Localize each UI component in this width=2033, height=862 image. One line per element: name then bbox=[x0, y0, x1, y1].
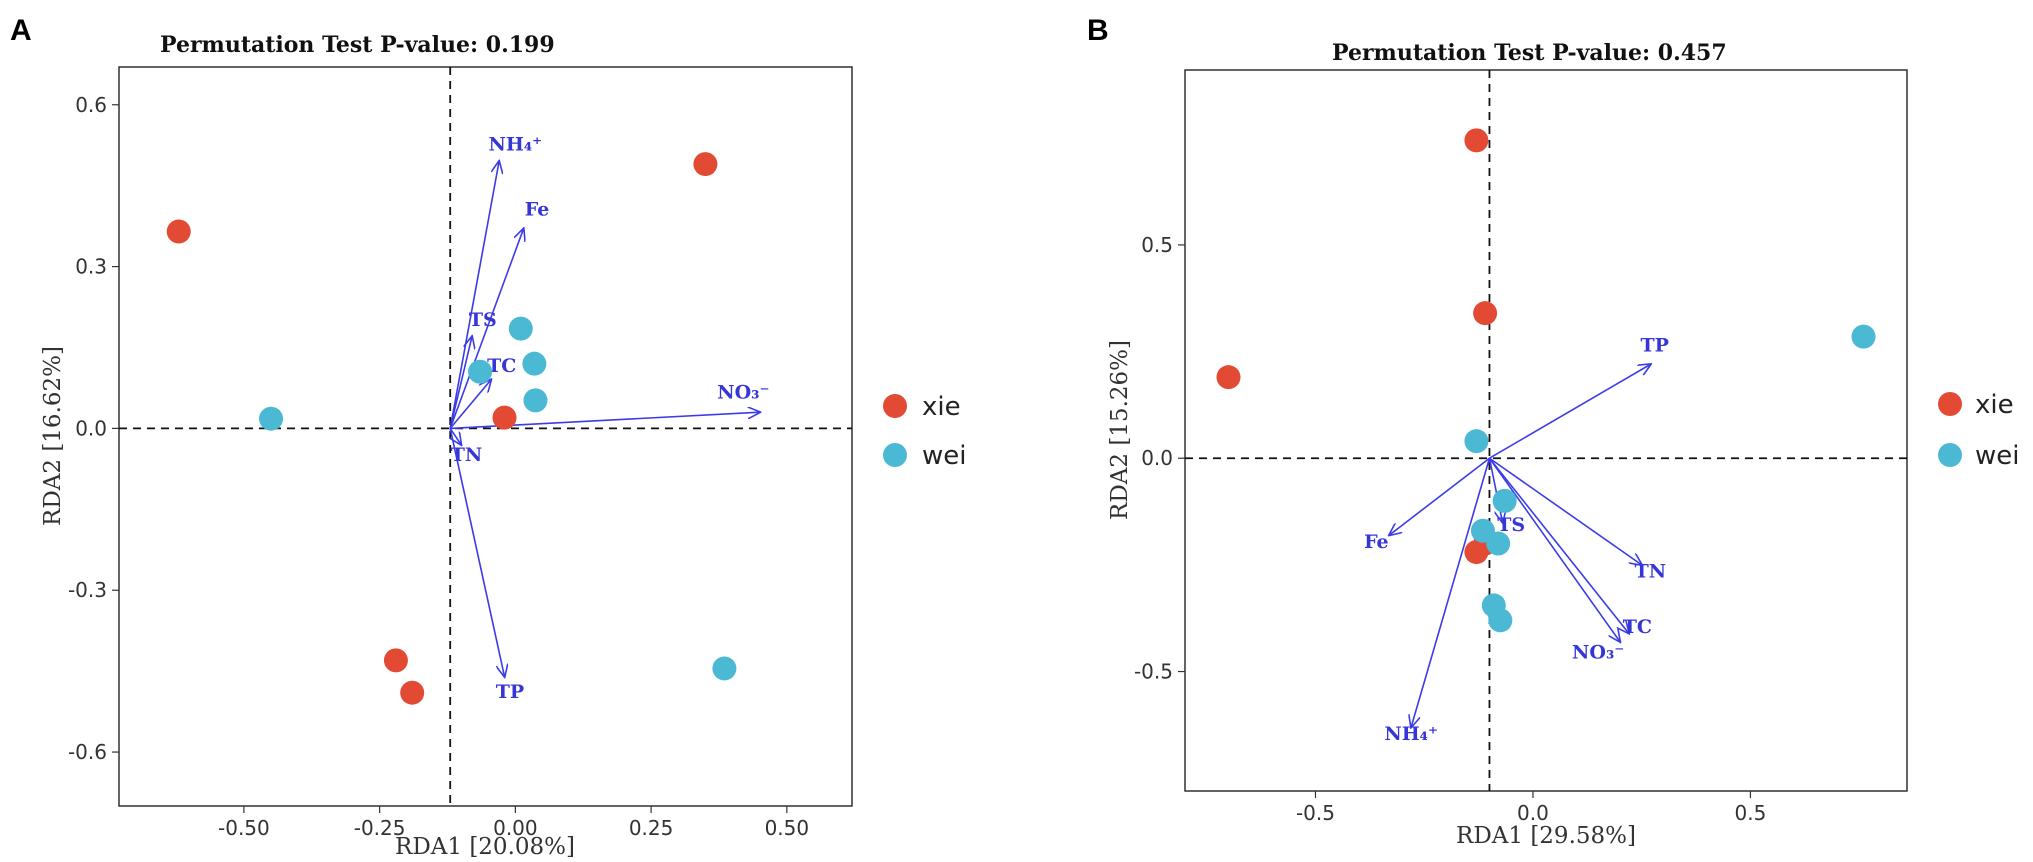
b-arrow-label: NO₃⁻ bbox=[1572, 642, 1624, 664]
b-xtick-label: -0.5 bbox=[1296, 801, 1335, 825]
a-arrow-label: TN bbox=[451, 444, 483, 466]
a-point-xie bbox=[492, 405, 517, 430]
panel-b-axes: -0.5 0.0 0.5 0.5 0.0 -0.5 bbox=[1134, 70, 1907, 825]
a-arrow-Fe bbox=[449, 229, 523, 429]
b-arrow-label: TS bbox=[1497, 514, 1525, 536]
a-point-wei bbox=[508, 316, 533, 341]
legend-b-wei-swatch bbox=[1938, 443, 1962, 467]
a-ytick-label: -0.6 bbox=[68, 740, 107, 764]
b-ytick-label: -0.5 bbox=[1134, 660, 1173, 684]
panel-a-plot-frame bbox=[118, 66, 853, 807]
a-arrow-NH₄⁺ bbox=[449, 161, 499, 429]
panel-a-letter: A bbox=[10, 14, 32, 47]
b-point-wei bbox=[1851, 324, 1876, 349]
a-point-wei bbox=[712, 656, 737, 681]
legend-a-xie-swatch bbox=[883, 394, 907, 418]
a-ytick-label: -0.3 bbox=[68, 578, 107, 602]
a-xtick-label: 0.50 bbox=[765, 816, 810, 840]
b-point-xie bbox=[1464, 128, 1489, 153]
panel-a-points bbox=[166, 152, 737, 705]
panel-a: A Permutation Test P-value: 0.199 -0.50 -… bbox=[10, 14, 853, 860]
a-arrow-TC bbox=[449, 380, 491, 429]
a-point-wei bbox=[259, 406, 284, 431]
b-arrow-NO₃⁻ bbox=[1488, 457, 1619, 641]
panel-b-legend: xie wei bbox=[1938, 390, 2019, 471]
legend-a-wei-swatch bbox=[883, 443, 907, 467]
a-arrow-label: NO₃⁻ bbox=[717, 382, 769, 404]
panel-b-arrows: TP Fe TS TN TC NO₃⁻ NH₄⁺ bbox=[1364, 335, 1669, 745]
a-point-wei bbox=[522, 351, 547, 376]
b-xtick-label: 0.5 bbox=[1735, 801, 1767, 825]
panel-b-title: Permutation Test P-value: 0.457 bbox=[1332, 40, 1727, 66]
a-xtick-label: -0.50 bbox=[218, 816, 270, 840]
b-point-xie bbox=[1473, 301, 1498, 326]
a-xtick-label: 0.25 bbox=[629, 816, 674, 840]
b-arrow-TN bbox=[1488, 457, 1641, 565]
panel-a-ylabel: RDA2 [16.62%] bbox=[40, 346, 66, 526]
a-ytick-label: 0.6 bbox=[75, 93, 107, 117]
a-point-xie bbox=[166, 219, 191, 244]
legend-b-wei-label: wei bbox=[1975, 441, 2019, 471]
b-arrow-NH₄⁺ bbox=[1411, 458, 1491, 727]
a-point-xie bbox=[693, 152, 718, 177]
panel-a-title: Permutation Test P-value: 0.199 bbox=[160, 32, 555, 58]
b-arrow-TC bbox=[1488, 457, 1628, 633]
legend-b-xie-swatch bbox=[1938, 392, 1962, 416]
a-arrow-label: TP bbox=[496, 681, 524, 703]
panel-b-points bbox=[1216, 128, 1876, 633]
b-ytick-label: 0.0 bbox=[1141, 446, 1173, 470]
panel-b: B Permutation Test P-value: 0.457 -0.5 0.… bbox=[1087, 14, 1908, 849]
b-point-xie bbox=[1216, 365, 1241, 390]
a-arrow-TS bbox=[449, 337, 472, 429]
legend-b-xie-label: xie bbox=[1975, 390, 2014, 420]
b-arrow-label: TN bbox=[1635, 561, 1667, 583]
b-arrow-label: TP bbox=[1641, 335, 1669, 357]
a-point-wei bbox=[468, 359, 493, 384]
panel-b-letter: B bbox=[1087, 14, 1109, 47]
a-arrow-TN bbox=[450, 427, 461, 444]
b-ytick-label: 0.5 bbox=[1141, 233, 1173, 257]
b-point-wei bbox=[1492, 488, 1517, 513]
b-arrow-label: Fe bbox=[1364, 531, 1389, 553]
panel-a-xlabel: RDA1 [20.08%] bbox=[395, 834, 575, 860]
legend-a-xie-label: xie bbox=[922, 392, 961, 422]
a-arrow-label: Fe bbox=[525, 198, 550, 220]
panel-b-xlabel: RDA1 [29.58%] bbox=[1456, 823, 1636, 849]
a-arrow-label: NH₄⁺ bbox=[489, 134, 543, 156]
panel-b-plot-frame bbox=[1184, 69, 1908, 792]
b-arrow-Fe bbox=[1389, 457, 1490, 535]
b-arrow-TP bbox=[1489, 364, 1650, 459]
a-point-xie bbox=[400, 680, 425, 705]
panel-b-ylabel: RDA2 [15.26%] bbox=[1107, 340, 1133, 520]
a-ytick-label: 0.0 bbox=[75, 416, 107, 440]
b-point-wei bbox=[1486, 531, 1511, 556]
a-point-xie bbox=[383, 648, 408, 673]
panel-a-arrows: NH₄⁺ Fe TS TC NO₃⁻ TN TP bbox=[449, 134, 770, 703]
b-arrow-label: NH₄⁺ bbox=[1384, 723, 1438, 745]
b-point-wei bbox=[1488, 608, 1513, 633]
a-arrow-TP bbox=[449, 428, 504, 676]
legend-a-wei-label: wei bbox=[922, 441, 966, 471]
a-xtick-label: 0.00 bbox=[493, 816, 538, 840]
a-arrow-label: TC bbox=[487, 355, 516, 377]
b-xtick-label: 0.0 bbox=[1517, 801, 1549, 825]
b-point-wei bbox=[1464, 429, 1489, 454]
a-point-wei bbox=[523, 388, 548, 413]
a-arrow-label: TS bbox=[469, 309, 497, 331]
a-xtick-label: -0.25 bbox=[354, 816, 406, 840]
b-arrow-label: TC bbox=[1623, 616, 1652, 638]
a-ytick-label: 0.3 bbox=[75, 255, 107, 279]
panel-a-legend: xie wei bbox=[883, 392, 966, 471]
